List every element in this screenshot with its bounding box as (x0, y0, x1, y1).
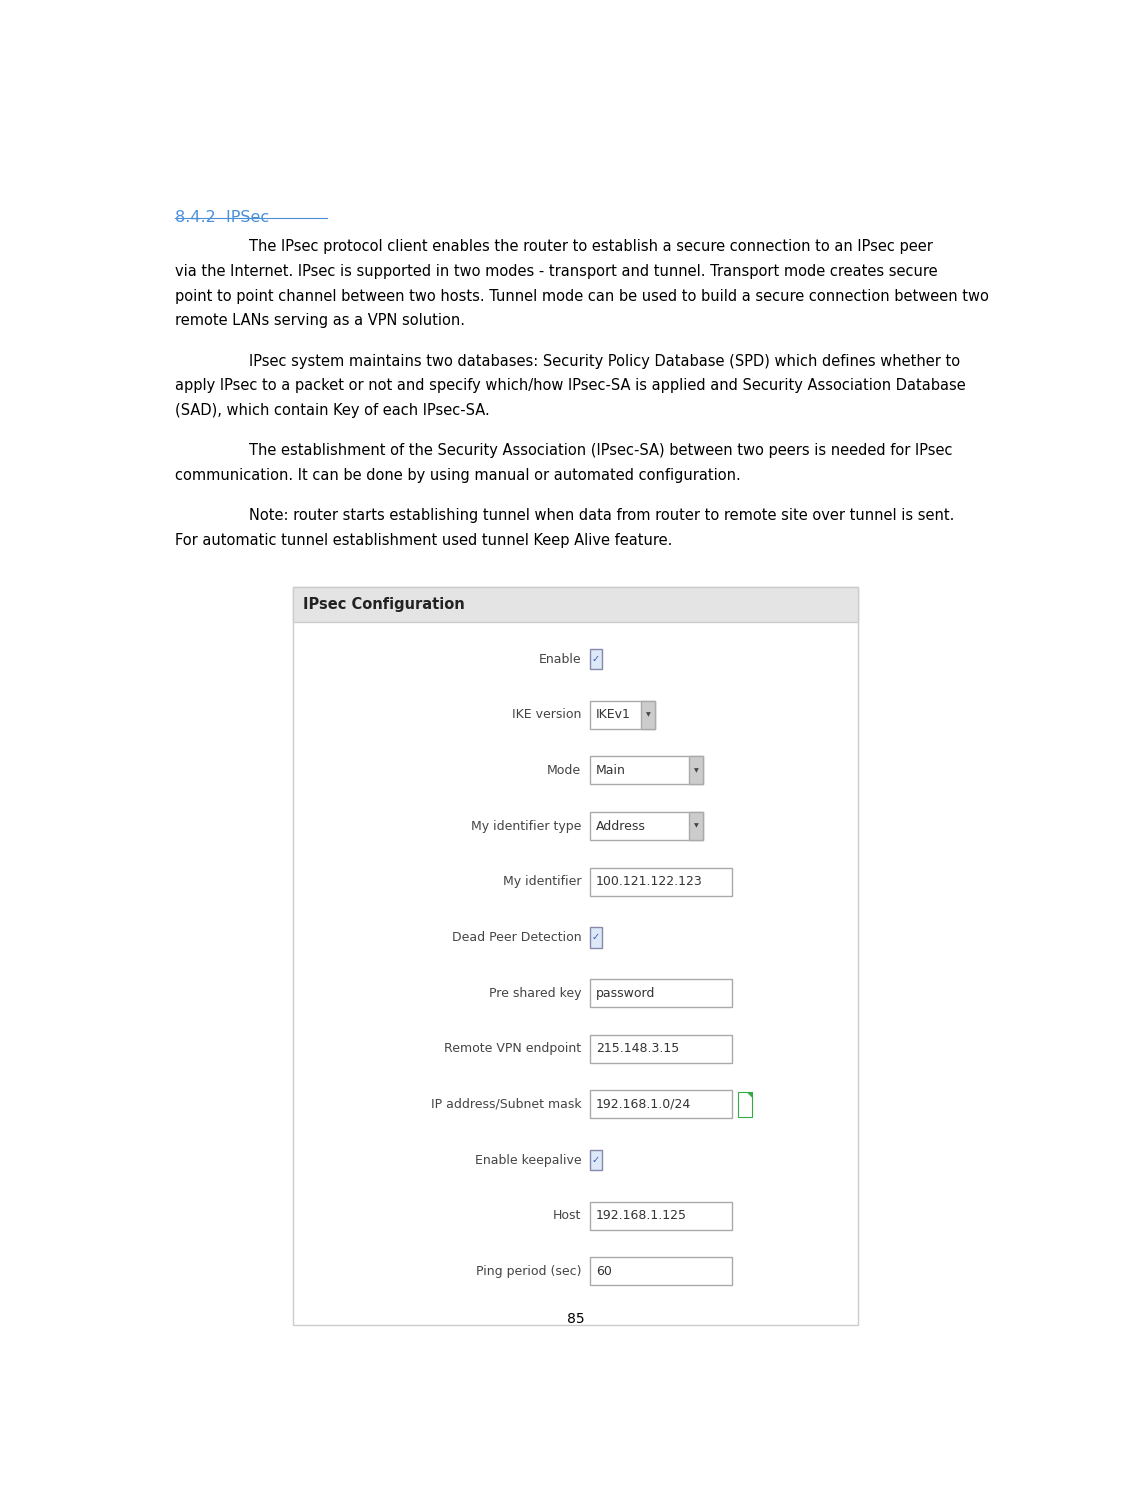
Text: My identifier: My identifier (503, 875, 582, 889)
Text: Enable keepalive: Enable keepalive (475, 1154, 582, 1167)
Text: 8.4.2  IPSec: 8.4.2 IPSec (175, 209, 270, 224)
Text: ✓: ✓ (592, 932, 600, 943)
FancyBboxPatch shape (293, 587, 858, 1325)
FancyBboxPatch shape (590, 1149, 602, 1170)
FancyBboxPatch shape (590, 867, 732, 896)
Text: The IPsec protocol client enables the router to establish a secure connection to: The IPsec protocol client enables the ro… (249, 239, 933, 253)
Text: Pre shared key: Pre shared key (489, 986, 582, 1000)
Text: ▼: ▼ (646, 712, 650, 717)
Polygon shape (748, 1092, 751, 1098)
FancyBboxPatch shape (590, 756, 703, 785)
FancyBboxPatch shape (590, 1035, 732, 1063)
Text: Mode: Mode (547, 764, 582, 777)
Text: ▼: ▼ (694, 824, 699, 828)
Text: ✓: ✓ (592, 654, 600, 664)
Text: 100.121.122.123: 100.121.122.123 (596, 875, 703, 889)
Text: apply IPsec to a packet or not and specify which/how IPsec-SA is applied and Sec: apply IPsec to a packet or not and speci… (175, 378, 966, 393)
Text: IP address/Subnet mask: IP address/Subnet mask (430, 1098, 582, 1111)
Text: point to point channel between two hosts. Tunnel mode can be used to build a sec: point to point channel between two hosts… (175, 289, 989, 304)
Text: 192.168.1.0/24: 192.168.1.0/24 (596, 1098, 692, 1111)
Text: remote LANs serving as a VPN solution.: remote LANs serving as a VPN solution. (175, 313, 465, 328)
Text: IPsec system maintains two databases: Security Policy Database (SPD) which defin: IPsec system maintains two databases: Se… (249, 354, 960, 369)
Text: 60: 60 (596, 1265, 612, 1279)
Text: 192.168.1.125: 192.168.1.125 (596, 1209, 687, 1223)
FancyBboxPatch shape (690, 812, 703, 840)
Text: IKEv1: IKEv1 (596, 708, 631, 721)
Text: ▼: ▼ (694, 768, 699, 773)
FancyBboxPatch shape (590, 700, 655, 729)
FancyBboxPatch shape (590, 979, 732, 1008)
Text: Dead Peer Detection: Dead Peer Detection (451, 931, 582, 944)
FancyBboxPatch shape (293, 587, 858, 622)
FancyBboxPatch shape (690, 756, 703, 785)
Text: ✓: ✓ (592, 1155, 600, 1166)
Text: Ping period (sec): Ping period (sec) (476, 1265, 582, 1279)
Text: My identifier type: My identifier type (471, 819, 582, 833)
FancyBboxPatch shape (590, 1090, 732, 1119)
Text: 215.148.3.15: 215.148.3.15 (596, 1042, 679, 1056)
FancyBboxPatch shape (590, 1202, 732, 1229)
Text: via the Internet. IPsec is supported in two modes - transport and tunnel. Transp: via the Internet. IPsec is supported in … (175, 264, 938, 279)
FancyBboxPatch shape (641, 700, 655, 729)
Text: communication. It can be done by using manual or automated configuration.: communication. It can be done by using m… (175, 468, 741, 483)
Text: Main: Main (596, 764, 626, 777)
Text: Host: Host (553, 1209, 582, 1223)
FancyBboxPatch shape (590, 926, 602, 947)
Text: Note: router starts establishing tunnel when data from router to remote site ove: Note: router starts establishing tunnel … (249, 509, 955, 523)
Text: Address: Address (596, 819, 646, 833)
Text: For automatic tunnel establishment used tunnel Keep Alive feature.: For automatic tunnel establishment used … (175, 533, 673, 548)
Text: password: password (596, 986, 656, 1000)
FancyBboxPatch shape (590, 812, 703, 840)
Text: IKE version: IKE version (512, 708, 582, 721)
Text: 85: 85 (567, 1312, 584, 1327)
Text: (SAD), which contain Key of each IPsec-SA.: (SAD), which contain Key of each IPsec-S… (175, 404, 490, 419)
Text: IPsec Configuration: IPsec Configuration (303, 596, 465, 611)
FancyBboxPatch shape (590, 1258, 732, 1285)
FancyBboxPatch shape (590, 649, 602, 670)
Text: Enable: Enable (539, 652, 582, 666)
FancyBboxPatch shape (738, 1092, 751, 1117)
Text: Remote VPN endpoint: Remote VPN endpoint (444, 1042, 582, 1056)
Text: The establishment of the Security Association (IPsec-SA) between two peers is ne: The establishment of the Security Associ… (249, 443, 952, 458)
